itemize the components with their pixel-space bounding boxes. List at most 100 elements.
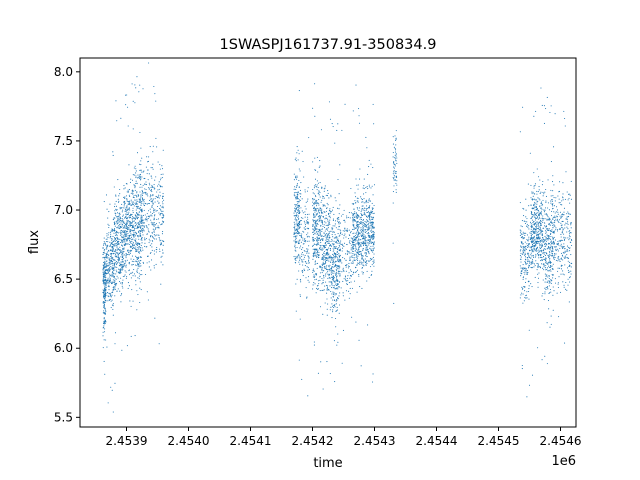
data-point: [131, 272, 133, 274]
data-point: [338, 268, 340, 270]
data-point: [318, 254, 320, 256]
data-point: [371, 216, 373, 218]
data-point: [306, 234, 308, 236]
data-point: [314, 251, 316, 253]
data-point: [103, 284, 105, 286]
data-point: [297, 149, 299, 151]
data-point: [110, 259, 112, 262]
data-point: [394, 157, 396, 159]
data-point: [367, 227, 370, 229]
data-point: [147, 195, 149, 197]
data-point: [304, 189, 306, 191]
data-point: [342, 244, 344, 247]
data-point: [103, 265, 105, 267]
data-point: [368, 217, 370, 219]
data-point: [337, 333, 339, 335]
data-point: [124, 233, 126, 235]
data-point: [122, 264, 124, 266]
data-point: [127, 209, 129, 211]
data-point: [124, 197, 126, 199]
data-point: [316, 288, 319, 290]
data-point: [313, 185, 315, 187]
data-point: [129, 250, 131, 253]
data-point: [530, 266, 532, 268]
data-point: [331, 256, 333, 259]
data-point: [130, 229, 132, 231]
data-point: [394, 135, 396, 137]
data-point: [139, 233, 141, 235]
data-point: [116, 256, 118, 258]
data-point: [115, 284, 117, 286]
data-point: [337, 240, 340, 242]
data-point: [110, 243, 112, 245]
data-point: [321, 253, 324, 256]
data-point: [115, 208, 117, 210]
data-point: [354, 192, 356, 194]
data-point: [338, 295, 340, 297]
data-point: [158, 343, 160, 345]
data-point: [151, 167, 153, 169]
data-point: [348, 297, 350, 299]
data-point: [296, 197, 298, 199]
data-point: [303, 258, 305, 260]
data-point: [137, 177, 139, 179]
data-point: [553, 232, 555, 234]
data-point: [114, 221, 116, 223]
data-point: [545, 225, 547, 227]
data-point: [365, 205, 368, 207]
data-point: [139, 177, 141, 179]
data-point: [557, 270, 559, 272]
data-point: [392, 173, 394, 175]
data-point: [372, 210, 374, 213]
data-point: [157, 161, 159, 163]
data-point: [566, 218, 568, 220]
data-point: [334, 265, 336, 267]
data-point: [524, 296, 526, 299]
data-point: [304, 241, 307, 243]
data-point: [107, 234, 109, 236]
data-point: [545, 265, 547, 267]
data-point: [333, 258, 335, 260]
data-point: [345, 253, 347, 255]
data-point: [128, 238, 130, 240]
data-point: [154, 201, 156, 203]
data-point: [361, 201, 363, 203]
data-point: [372, 167, 374, 169]
data-point: [312, 198, 314, 200]
data-point: [313, 256, 315, 258]
data-point: [536, 224, 538, 226]
data-point: [362, 219, 364, 222]
data-point: [126, 276, 128, 278]
data-point: [357, 259, 359, 262]
data-point: [365, 199, 367, 201]
data-point: [530, 212, 532, 214]
data-point: [106, 251, 108, 253]
data-point: [140, 160, 142, 162]
data-point: [312, 161, 314, 163]
data-point: [153, 225, 155, 227]
data-point: [334, 237, 336, 239]
data-point: [144, 218, 147, 220]
data-point: [333, 240, 335, 242]
data-point: [317, 372, 319, 374]
data-point: [140, 164, 142, 166]
data-point: [543, 248, 545, 250]
data-point: [298, 223, 300, 225]
data-point: [321, 199, 323, 201]
data-point: [329, 269, 331, 271]
data-point: [539, 247, 541, 249]
data-point: [527, 257, 529, 259]
data-point: [531, 226, 533, 229]
data-point: [112, 270, 114, 272]
data-point: [316, 202, 319, 204]
data-point: [154, 214, 156, 216]
data-point: [116, 231, 118, 233]
data-point: [299, 263, 301, 265]
data-point: [332, 218, 334, 220]
data-point: [142, 88, 144, 90]
data-point: [315, 185, 317, 188]
data-point: [112, 228, 114, 231]
data-point: [550, 195, 552, 197]
data-point: [552, 255, 554, 257]
data-point: [336, 256, 338, 258]
